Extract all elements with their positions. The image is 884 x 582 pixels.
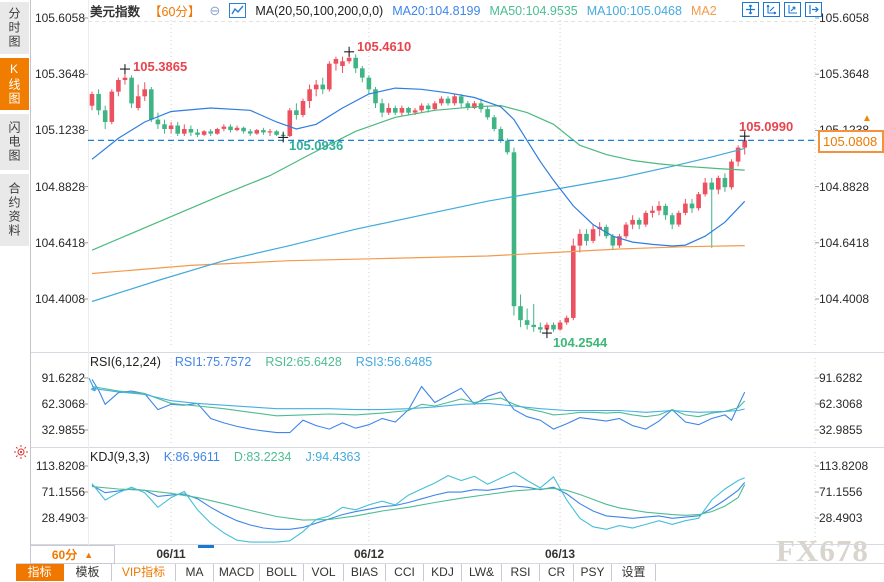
instrument-title: 美元指数 bbox=[90, 5, 141, 19]
horizontal-scrollbar-thumb[interactable] bbox=[198, 545, 214, 548]
sidebar-item-timeshare[interactable]: 分时图 bbox=[0, 2, 29, 54]
indicator-tab-2[interactable]: 模板 bbox=[64, 564, 112, 581]
kdj-name: KDJ(9,3,3) bbox=[90, 450, 150, 464]
sidebar-item-lightning[interactable]: 闪电图 bbox=[0, 114, 29, 170]
period-selector-label: 60分 bbox=[51, 548, 78, 562]
axis-scale-left-icon[interactable] bbox=[763, 2, 780, 17]
indicator-tab-9[interactable]: CCI bbox=[386, 564, 424, 581]
watermark: FX678 bbox=[776, 533, 869, 568]
ma100-value: MA100:105.0468 bbox=[586, 3, 682, 18]
price-up-arrow-icon: ▲ bbox=[862, 113, 872, 124]
left-tab-bar: 分时图 K线图 闪电图 合约资料 bbox=[0, 0, 30, 563]
chart-header: 美元指数 【60分】 ⊖ MA(20,50,100,200,0,0) MA20:… bbox=[90, 2, 717, 20]
indicator-tab-13[interactable]: CR bbox=[540, 564, 574, 581]
sidebar-item-kline[interactable]: K线图 bbox=[0, 58, 29, 110]
indicator-tab-3[interactable]: VIP指标 bbox=[112, 564, 176, 581]
current-price-tag: 105.0808 bbox=[818, 130, 884, 153]
rsi-name: RSI(6,12,24) bbox=[90, 355, 161, 369]
period-tag: 【60分】 bbox=[149, 5, 201, 19]
ma20-value: MA20:104.8199 bbox=[392, 3, 481, 18]
sidebar-item-label: 合约资料 bbox=[7, 182, 21, 238]
ma-params-label: MA(20,50,100,200,0,0) bbox=[255, 3, 384, 18]
indicator-tab-14[interactable]: PSY bbox=[574, 564, 612, 581]
indicator-tab-12[interactable]: RSI bbox=[502, 564, 540, 581]
rsi-legend: RSI(6,12,24) RSI1:75.7572 RSI2:65.6428 R… bbox=[90, 355, 432, 369]
collapse-indicator-icon[interactable]: ⊖ bbox=[209, 2, 221, 18]
indicator-tab-8[interactable]: BIAS bbox=[344, 564, 386, 581]
ma50-value: MA50:104.9535 bbox=[489, 3, 578, 18]
axis-scale-right-icon[interactable] bbox=[784, 2, 801, 17]
chevron-up-icon: ▲ bbox=[84, 549, 94, 560]
alert-sun-icon bbox=[14, 445, 28, 459]
shift-chart-right-icon[interactable] bbox=[805, 2, 822, 17]
rsi1-value: RSI1:75.7572 bbox=[174, 355, 252, 369]
indicator-tab-10[interactable]: KDJ bbox=[424, 564, 462, 581]
indicator-tab-5[interactable]: MACD bbox=[214, 564, 260, 581]
chart-tool-buttons bbox=[742, 2, 822, 17]
rsi2-value: RSI2:65.6428 bbox=[265, 355, 342, 369]
sidebar-item-label: 闪电图 bbox=[7, 121, 21, 163]
rsi3-value: RSI3:56.6485 bbox=[355, 355, 433, 369]
sidebar-item-label: K线图 bbox=[7, 62, 21, 106]
indicator-tab-15[interactable]: 设置 bbox=[612, 564, 656, 581]
kdj-k-value: K:86.9611 bbox=[163, 450, 220, 464]
indicator-tab-11[interactable]: LW& bbox=[462, 564, 502, 581]
kdj-j-value: J:94.4363 bbox=[305, 450, 361, 464]
ma-settings-icon[interactable] bbox=[229, 3, 247, 18]
indicator-tab-1[interactable]: 指标 bbox=[16, 564, 64, 581]
indicator-tab-7[interactable]: VOL bbox=[304, 564, 344, 581]
period-selector-button[interactable]: 60分 ▲ bbox=[30, 545, 115, 564]
indicator-tab-4[interactable]: MA bbox=[176, 564, 214, 581]
drawing-arrow-icon bbox=[88, 377, 96, 392]
sidebar-item-contract-info[interactable]: 合约资料 bbox=[0, 174, 29, 246]
ma200-value: MA2 bbox=[690, 3, 717, 18]
kdj-legend: KDJ(9,3,3) K:86.9611 D:83.2234 J:94.4363 bbox=[90, 450, 360, 464]
kdj-d-value: D:83.2234 bbox=[233, 450, 292, 464]
indicator-toolbar: 指标 模板 VIP指标 MA MACD BOLL VOL BIAS CCI KDJ LW& RSI CR… bbox=[16, 564, 656, 581]
indicator-tab-6[interactable]: BOLL bbox=[260, 564, 304, 581]
crosshair-move-icon[interactable] bbox=[742, 2, 759, 17]
sidebar-item-label: 分时图 bbox=[7, 7, 21, 49]
